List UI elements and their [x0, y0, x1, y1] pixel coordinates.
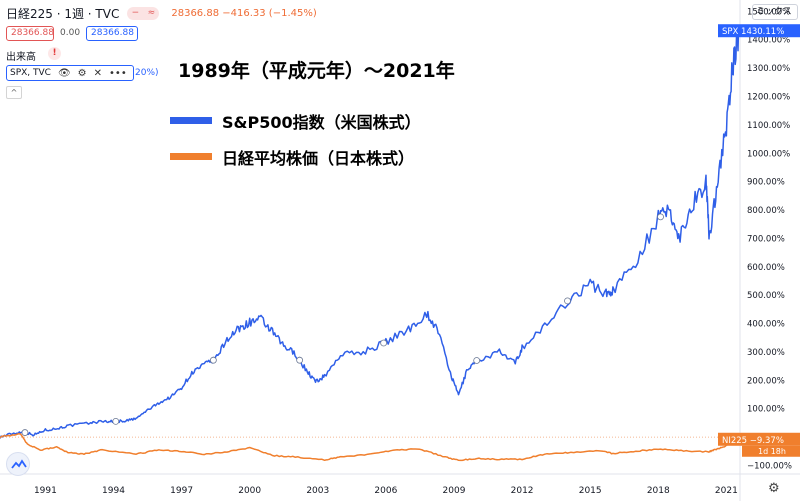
x-tick-label: 1994 — [102, 486, 125, 496]
legend-label-nikkei: 日経平均株価（日本株式） — [222, 149, 415, 168]
x-tick-label: 1991 — [34, 486, 57, 496]
event-marker — [209, 356, 217, 364]
event-marker — [473, 357, 481, 364]
event-marker — [657, 213, 664, 221]
symbol-header: 日経225 · 1週 · TVC − ≈ 28366.88 −416.33 (−… — [6, 5, 317, 21]
x-tick-label: 2009 — [443, 486, 466, 496]
y-tick-label: 500.00% — [747, 291, 785, 301]
legend-swatch-nikkei — [170, 153, 212, 160]
event-marker — [564, 297, 571, 305]
y-tick-label: 1200.00% — [747, 93, 790, 103]
sell-price-box[interactable]: 28366.88 — [6, 26, 54, 41]
y-tick-label: 1500.00% — [747, 7, 790, 17]
spread-value: 0.00 — [60, 28, 81, 38]
y-tick-label: 1300.00% — [747, 64, 790, 74]
symbol-title[interactable]: 日経225 · 1週 · TVC — [6, 6, 120, 21]
y-tick-label: 600.00% — [747, 263, 785, 273]
y-tick-label: 100.00% — [747, 405, 785, 415]
tradingview-logo-icon[interactable] — [6, 452, 30, 476]
event-marker — [112, 417, 120, 425]
x-tick-label: 2000 — [238, 486, 261, 496]
toggle-minus[interactable]: − — [131, 8, 140, 18]
gear-icon[interactable]: ⚙ — [768, 481, 780, 496]
last-value-badge-ni225 — [718, 432, 800, 446]
more-icon[interactable]: ••• — [109, 67, 127, 79]
series-line-ni225 — [0, 433, 741, 462]
series-line-spx — [0, 25, 741, 439]
overlay-label: SPX, TVC — [10, 68, 51, 78]
y-tick-label: 1400.00% — [747, 36, 790, 46]
compare-toggle[interactable]: − ≈ — [127, 6, 160, 20]
x-tick-label: 2021 — [715, 486, 738, 496]
last-value-text-ni225: NI225 −9.37% — [722, 436, 784, 446]
x-tick-label: 2018 — [647, 486, 670, 496]
y-tick-label: 400.00% — [747, 320, 785, 330]
x-tick-label: 2003 — [306, 486, 329, 496]
x-tick-label: 2012 — [511, 486, 534, 496]
toggle-approx[interactable]: ≈ — [147, 8, 156, 18]
last-value-text-spx: SPX 1430.11% — [722, 27, 784, 37]
countdown-badge — [742, 445, 800, 457]
y-tick-label: −100.00% — [747, 461, 792, 471]
settings-icon[interactable]: ⚙ — [77, 67, 87, 79]
countdown-text: 1d 18h — [758, 447, 786, 456]
y-tick-label: 1100.00% — [747, 121, 790, 131]
y-tick-label: 900.00% — [747, 178, 785, 188]
quote-change: 28366.88 −416.33 (−1.45%) — [171, 7, 317, 19]
event-marker — [296, 356, 304, 364]
collapse-legend-button[interactable]: ^ — [6, 86, 22, 99]
legend-swatch-spx — [170, 117, 212, 124]
event-marker — [380, 339, 388, 347]
overlay-legend[interactable]: SPX, TVC 👁 ⚙ ✕ ••• — [6, 65, 134, 81]
y-tick-label: 300.00% — [747, 348, 785, 358]
last-value-badge-spx — [718, 24, 800, 38]
buy-price-box[interactable]: 28366.88 — [86, 26, 138, 41]
warning-icon[interactable]: ! — [48, 47, 61, 60]
x-tick-label: 2006 — [374, 486, 397, 496]
annotation-title: 1989年（平成元年）〜2021年 — [178, 60, 455, 82]
eye-icon[interactable]: 👁 — [57, 67, 71, 79]
close-icon[interactable]: ✕ — [93, 67, 103, 79]
x-tick-label: 2015 — [579, 486, 602, 496]
overlay-percent-suffix: 20%) — [135, 68, 159, 78]
y-tick-label: 800.00% — [747, 206, 785, 216]
event-marker — [21, 429, 29, 436]
y-tick-label: 200.00% — [747, 376, 785, 386]
scale-mode-dropdown[interactable]: ミックス — [752, 4, 798, 20]
legend-label-spx: S&P500指数（米国株式） — [222, 113, 421, 132]
x-tick-label: 1997 — [170, 486, 193, 496]
volume-label[interactable]: 出来高 — [6, 52, 36, 63]
y-tick-label: 1000.00% — [747, 149, 790, 159]
y-tick-label: 700.00% — [747, 234, 785, 244]
